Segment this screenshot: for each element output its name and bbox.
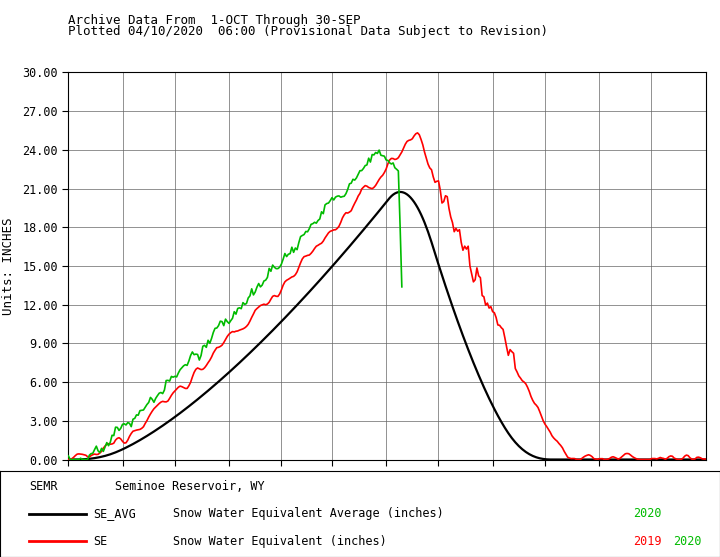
Text: Plotted 04/10/2020  06:00 (Provisional Data Subject to Revision): Plotted 04/10/2020 06:00 (Provisional Da… xyxy=(68,25,549,38)
Text: 2020: 2020 xyxy=(673,535,702,548)
Y-axis label: Units: INCHES: Units: INCHES xyxy=(2,217,15,315)
Text: Archive Data From  1-OCT Through 30-SEP: Archive Data From 1-OCT Through 30-SEP xyxy=(68,14,361,27)
Text: Snow Water Equivalent Average (inches): Snow Water Equivalent Average (inches) xyxy=(173,507,444,520)
Text: SEMR: SEMR xyxy=(29,480,58,493)
Text: SE_AVG: SE_AVG xyxy=(94,507,136,520)
Text: Snow Water Equivalent (inches): Snow Water Equivalent (inches) xyxy=(173,535,387,548)
Text: SE: SE xyxy=(94,535,108,548)
Text: 2019: 2019 xyxy=(634,535,662,548)
Text: 2020: 2020 xyxy=(634,507,662,520)
Text: Seminoe Reservoir, WY: Seminoe Reservoir, WY xyxy=(115,480,265,493)
